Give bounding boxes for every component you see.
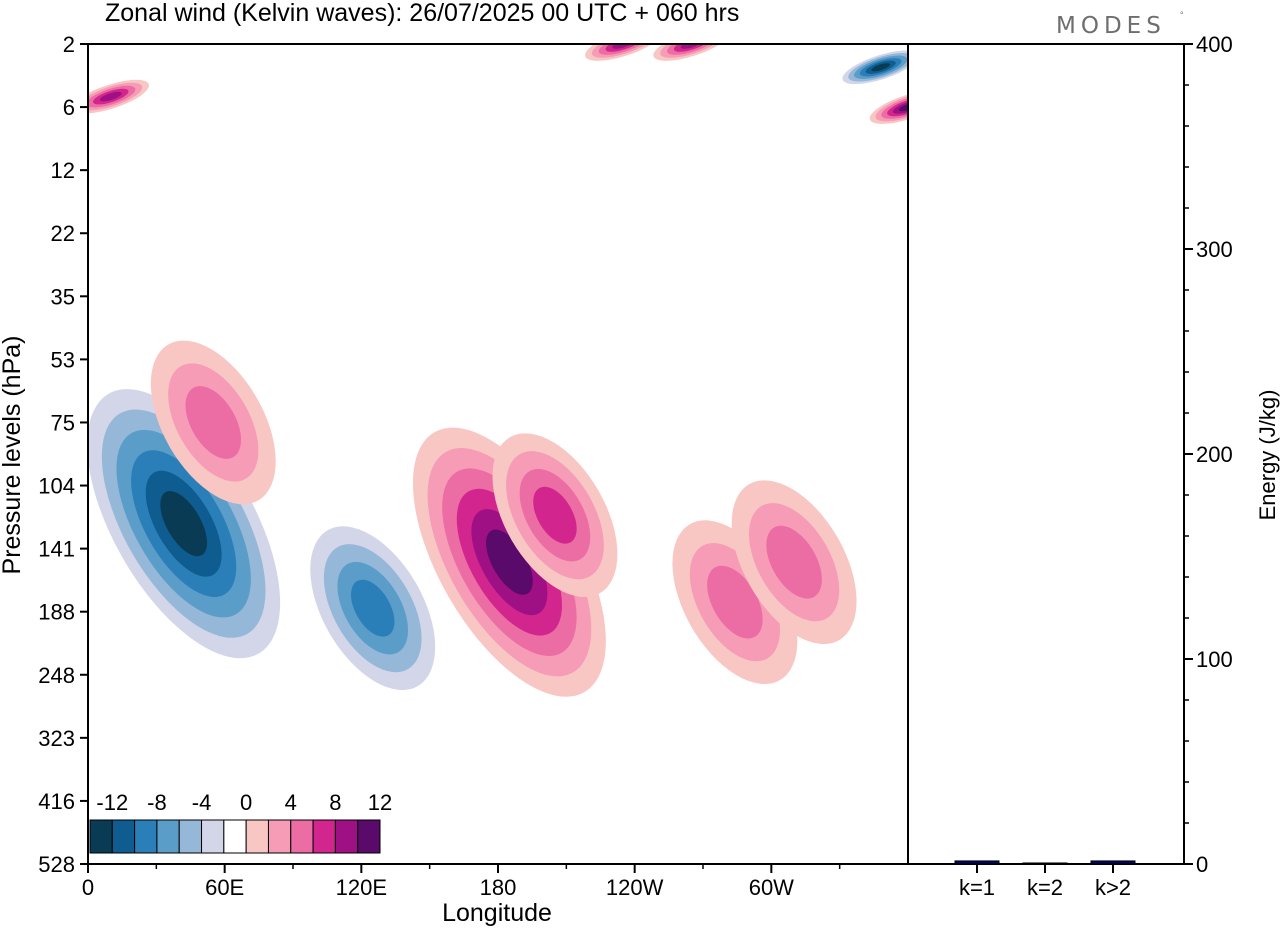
wind-contour-negative [160, 491, 208, 557]
y-axis-label: Pressure levels (hPa) [0, 336, 26, 575]
wind-contour-positive [185, 386, 242, 459]
colorbar-swatch [134, 819, 158, 854]
colorbar-tick-label: -12 [96, 790, 128, 815]
longitude-tick-label: 60E [205, 875, 244, 900]
colorbar-tick-label: -4 [192, 790, 212, 815]
colorbar-tick-label: 4 [285, 790, 297, 815]
colorbar-swatch [89, 819, 113, 854]
energy-tick-label: 300 [1196, 237, 1233, 262]
colorbar-swatch [178, 819, 203, 854]
pressure-tick-label: 323 [38, 726, 75, 751]
colorbar-swatch [334, 819, 359, 854]
pressure-axis: 2 6 12 22 35 53 75 104 141 188 248 323 416 528 [38, 32, 88, 877]
colorbar-swatch [312, 819, 336, 854]
colorbar-swatch [357, 819, 381, 854]
energy-tick-label: 0 [1196, 852, 1208, 877]
wind-contour-positive [533, 486, 577, 544]
pressure-tick-label: 188 [38, 600, 75, 625]
longitude-tick-label: 120E [336, 875, 387, 900]
energy-tick-label: 100 [1196, 647, 1233, 672]
colorbar-tick-label: 12 [368, 790, 392, 815]
pressure-tick-label: 22 [51, 221, 75, 246]
wind-contour-positive [486, 529, 533, 595]
pressure-tick-label: 141 [38, 537, 75, 562]
x-axis-label: Longitude [442, 899, 552, 927]
colorbar-swatch [156, 819, 180, 854]
pressure-tick-label: 416 [38, 789, 75, 814]
pressure-tick-label: 12 [51, 158, 75, 183]
wind-contour-positive [707, 565, 763, 639]
wind-contour-negative [351, 579, 395, 637]
colorbar-swatch [111, 819, 136, 854]
registered-mark: ° [1180, 10, 1184, 20]
energy-tick-label: 400 [1196, 32, 1233, 57]
longitude-tick-label: 120W [606, 875, 664, 900]
pressure-tick-label: 6 [63, 95, 75, 120]
bar-category-label: k=2 [1027, 875, 1063, 900]
bar-category-label: k>2 [1095, 875, 1131, 900]
chart-title: Zonal wind (Kelvin waves): 26/07/2025 00… [105, 0, 739, 27]
modes-logo: MODES [1056, 13, 1166, 39]
colorbar-swatch [267, 819, 292, 854]
pressure-tick-label: 528 [38, 852, 75, 877]
colorbar-swatch [223, 819, 247, 854]
pressure-tick-label: 104 [38, 474, 75, 499]
contour-layer [88, 44, 908, 697]
colorbar-swatch [201, 819, 225, 854]
energy-tick-label: 200 [1196, 442, 1233, 467]
colorbar-tick-label: 0 [240, 790, 252, 815]
wind-contour-negative [871, 63, 890, 72]
energy-bar-panel: k=1 k=2 k>2 0 100 200 300 400 Energy (J/kg) [907, 32, 1280, 900]
longitude-tick-label: 60W [749, 875, 794, 900]
bar-category-label: k=1 [959, 875, 995, 900]
pressure-tick-label: 2 [63, 32, 75, 57]
colorbar-tick-label: -8 [147, 790, 167, 815]
colorbar-swatch [290, 819, 314, 854]
wind-contour-positive [766, 525, 822, 599]
longitude-tick-label: 0 [82, 875, 94, 900]
longitude-tick-label: 180 [480, 875, 517, 900]
colorbar: -12 -8 -4 0 4 8 12 [89, 790, 392, 854]
colorbar-tick-label: 8 [329, 790, 341, 815]
heatmap-panel [88, 44, 908, 864]
pressure-tick-label: 75 [51, 410, 75, 435]
wind-contour-positive [99, 91, 122, 102]
pressure-tick-label: 248 [38, 663, 75, 688]
colorbar-swatch [245, 819, 269, 854]
pressure-tick-label: 35 [51, 284, 75, 309]
energy-axis-label: Energy (J/kg) [1255, 390, 1280, 521]
longitude-axis: 0 60E 120E 180 120W 60W [82, 864, 841, 900]
pressure-tick-label: 53 [51, 347, 75, 372]
wind-contour-positive [898, 102, 908, 112]
